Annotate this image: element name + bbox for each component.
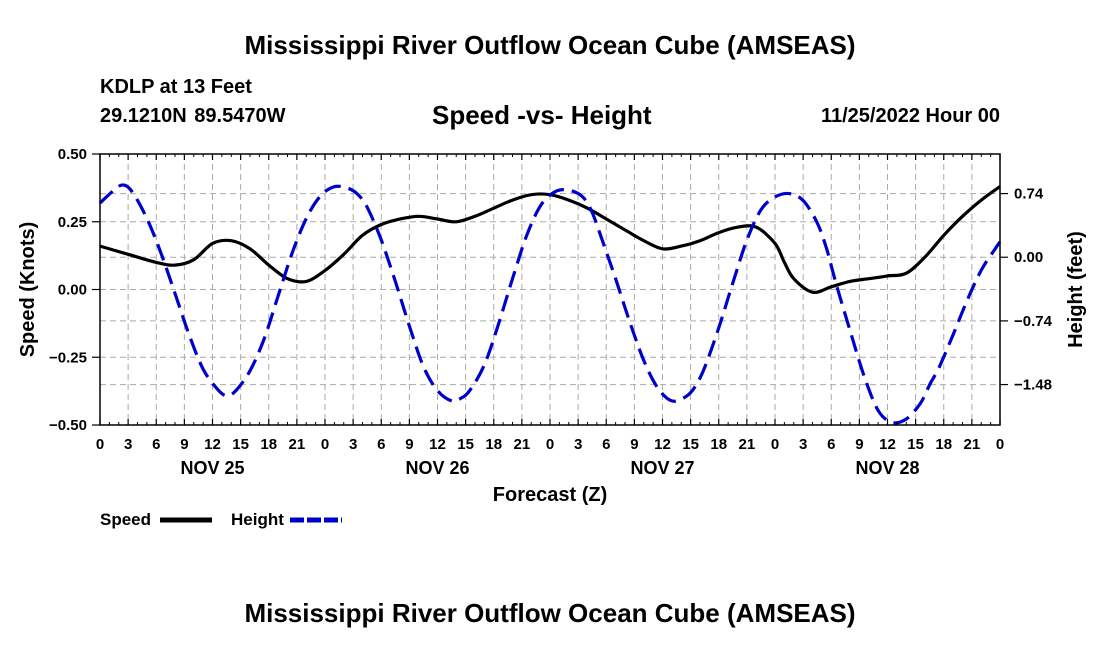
y-tick-label: −0.50 — [49, 417, 87, 434]
x-tick-label: 12 — [879, 436, 896, 453]
x-tick-label: 21 — [514, 436, 531, 453]
axes: 0 3 6 9 12 15 18 21 0 3 6 9 12 15 18 21 0 3 6 9 12 15 18 21 0 3 6 9… — [49, 146, 1053, 478]
y-tick-label: −0.25 — [49, 349, 87, 366]
forecast-datetime: 11/25/2022 Hour 00 — [820, 105, 1000, 127]
footer-title: Mississippi River Outflow Ocean Cube (AM… — [244, 598, 856, 628]
y-tick-label: 0.00 — [58, 282, 87, 299]
station-label: KDLP at 13 Feet — [100, 76, 252, 98]
x-tick-label: 6 — [152, 436, 160, 453]
x-tick-label: 6 — [827, 436, 835, 453]
x-axis-label: Forecast (Z) — [493, 484, 607, 506]
y2-tick-label: −0.74 — [1014, 313, 1053, 330]
x-tick-label: 0 — [96, 436, 104, 453]
height-series-line — [98, 183, 1002, 425]
x-tick-label: 9 — [405, 436, 413, 453]
x-tick-label: 6 — [602, 436, 610, 453]
y2-tick-label: −1.48 — [1014, 377, 1052, 394]
x-tick-label: 9 — [180, 436, 188, 453]
legend-speed-label: Speed — [100, 510, 151, 529]
day-label: NOV 28 — [855, 458, 919, 478]
y-tick-label: 0.25 — [58, 214, 87, 231]
speed-series-line — [99, 185, 1001, 295]
x-tick-label: 0 — [321, 436, 329, 453]
x-tick-label: 15 — [457, 436, 474, 453]
x-tick-label: 3 — [574, 436, 582, 453]
x-tick-label: 12 — [654, 436, 671, 453]
x-tick-label: 9 — [630, 436, 638, 453]
x-tick-label: 0 — [996, 436, 1004, 453]
day-label: NOV 27 — [630, 458, 694, 478]
legend-height-label: Height — [231, 510, 284, 529]
x-tick-label: 3 — [124, 436, 132, 453]
x-tick-label: 18 — [260, 436, 277, 453]
y2-tick-label: 0.74 — [1014, 186, 1044, 203]
day-label: NOV 25 — [180, 458, 244, 478]
x-tick-label: 6 — [377, 436, 385, 453]
chart-subtitle: Speed -vs- Height — [432, 100, 652, 130]
grid-lines — [100, 154, 1000, 425]
x-tick-label: 15 — [907, 436, 924, 453]
x-tick-label: 21 — [289, 436, 306, 453]
x-tick-label: 12 — [429, 436, 446, 453]
day-label: NOV 26 — [405, 458, 469, 478]
x-tick-label: 18 — [710, 436, 727, 453]
x-tick-label: 15 — [682, 436, 699, 453]
y2-axis-label: Height (feet) — [1065, 231, 1087, 348]
station-coordinates: 29.1210N 89.5470W — [100, 105, 286, 127]
y-axis-label: Speed (Knots) — [17, 222, 39, 358]
x-tick-label: 18 — [485, 436, 502, 453]
x-tick-label: 9 — [855, 436, 863, 453]
y2-tick-label: 0.00 — [1014, 249, 1043, 266]
x-tick-label: 21 — [739, 436, 756, 453]
x-tick-label: 3 — [349, 436, 357, 453]
legend: Speed Height — [100, 510, 342, 529]
x-tick-label: 12 — [204, 436, 221, 453]
series-lines — [98, 183, 1002, 425]
x-tick-label: 18 — [935, 436, 952, 453]
y-tick-label: 0.50 — [58, 146, 87, 163]
x-tick-label: 15 — [232, 436, 249, 453]
x-tick-label: 0 — [771, 436, 779, 453]
chart-title: Mississippi River Outflow Ocean Cube (AM… — [244, 30, 856, 60]
x-tick-label: 3 — [799, 436, 807, 453]
x-tick-label: 21 — [964, 436, 981, 453]
x-tick-label: 0 — [546, 436, 554, 453]
